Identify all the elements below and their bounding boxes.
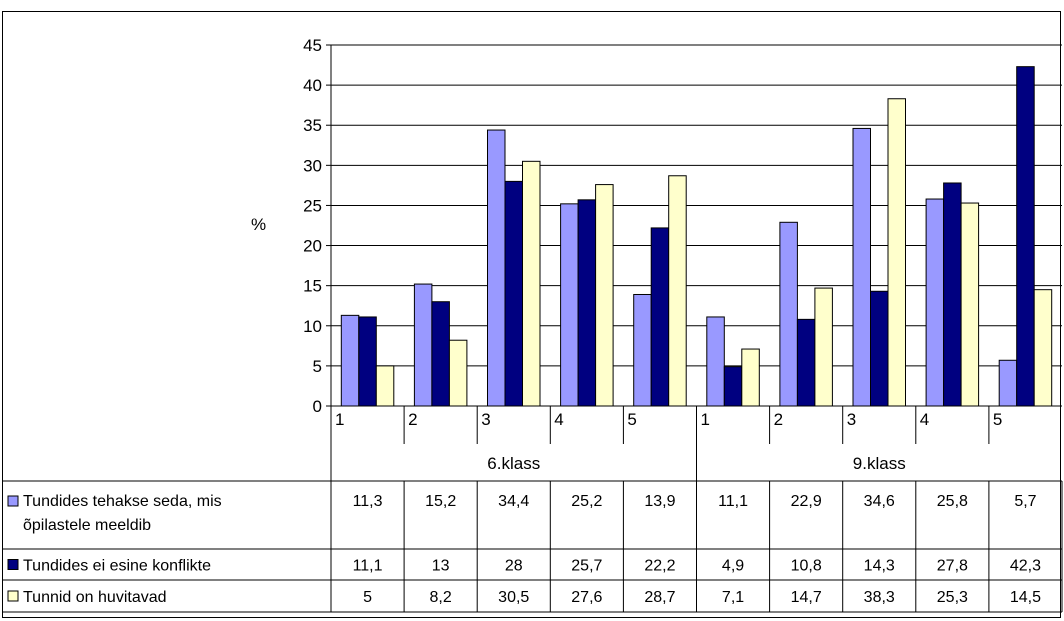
group-label: 9.klass [853,454,906,473]
data-label: 14,5 [1010,589,1041,606]
category-label: 3 [847,410,856,429]
bar [633,293,652,407]
data-label: 11,3 [353,493,383,510]
bar [504,180,523,407]
bar [723,366,743,407]
bar [560,203,579,407]
data-label: 25,8 [937,493,968,510]
data-label: 30,5 [498,589,529,606]
data-label: 5,7 [1014,493,1036,510]
legend-key [7,495,19,507]
bar [741,348,760,407]
category-label: 4 [554,410,563,429]
y-tick-label: 10 [303,317,322,336]
category-label: 2 [408,410,417,429]
data-label: 11,1 [718,493,748,510]
legend-key [7,590,19,602]
y-tick-label: 0 [313,397,322,416]
data-label: 4,9 [722,558,744,575]
bar [431,301,450,407]
data-label: 11,1 [353,558,383,575]
data-label: 5 [363,589,372,606]
data-label: 27,8 [937,558,968,575]
category-label: 3 [481,410,490,429]
bar [522,160,541,407]
bar [1016,66,1035,407]
bar [668,175,687,407]
data-label: 38,3 [864,589,895,606]
y-tick-label: 30 [303,156,322,175]
bar [595,184,614,407]
data-label: 10,8 [791,558,822,575]
data-label: 7,1 [722,589,744,606]
category-label: 5 [993,410,1002,429]
data-label: 25,2 [571,493,602,510]
data-label: 28 [505,558,523,575]
bar [706,316,725,407]
bar [779,221,798,407]
category-label: 5 [627,410,636,429]
bar [650,227,670,407]
bar [925,198,945,407]
data-label: 22,2 [644,558,675,575]
bar [870,290,889,407]
legend-label: Tundides tehakse seda, mis [23,493,222,510]
y-tick-label: 45 [303,36,322,55]
legend-label: Tundides ei esine konflikte [23,558,211,575]
category-label: 1 [701,410,710,429]
data-label: 42,3 [1010,558,1041,575]
y-tick-label: 5 [313,357,322,376]
legend-label: Tunnid on huvitavad [23,589,167,606]
data-label: 14,3 [864,558,895,575]
bar [340,314,360,407]
data-label: 14,7 [791,589,822,606]
data-label: 8,2 [430,589,452,606]
data-label: 13 [432,558,450,575]
bar [577,199,597,407]
data-label: 15,2 [425,493,456,510]
y-tick-label: 25 [303,196,322,215]
bar [358,316,377,407]
data-label: 25,3 [937,589,968,606]
data-label: 34,6 [864,493,895,510]
bar [960,202,980,407]
bar [998,359,1018,407]
bar [1033,289,1053,407]
bar [852,127,871,407]
bar [796,318,816,407]
y-tick-label: 40 [303,76,322,95]
legend-key [7,559,19,570]
bar [413,283,433,407]
bar [814,287,833,407]
bar [487,129,506,407]
bar [887,98,906,407]
data-label: 13,9 [644,493,675,510]
legend-label: õpilastele meeldib [23,517,151,534]
y-tick-label: 20 [303,237,322,256]
bar [448,339,468,407]
y-tick-label: 35 [303,116,322,135]
data-label: 25,7 [571,558,602,575]
bar [943,182,962,407]
category-label: 4 [920,410,929,429]
category-label: 2 [774,410,783,429]
y-tick-label: 15 [303,277,322,296]
data-label: 27,6 [571,589,602,606]
data-label: 22,9 [791,493,822,510]
group-label: 6.klass [487,454,540,473]
data-label: 28,7 [644,589,675,606]
bar [375,365,395,407]
data-label: 34,4 [498,493,529,510]
category-label: 1 [335,410,344,429]
y-axis-label: % [251,215,266,234]
